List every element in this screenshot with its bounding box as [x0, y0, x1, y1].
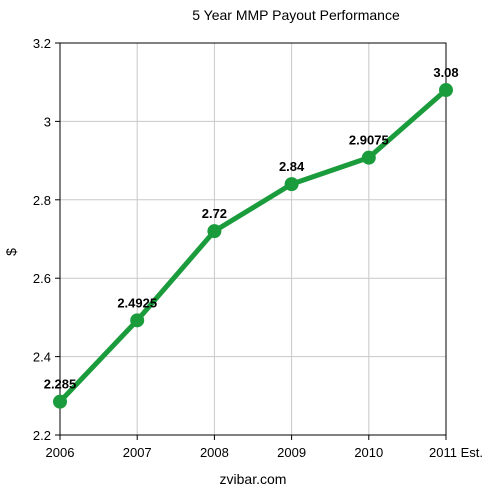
data-point	[361, 150, 376, 165]
y-tick-label: 2.6	[33, 271, 51, 286]
x-axis-ticks: 2006 2007 2008 2009 2010 2011 Est.	[46, 435, 483, 460]
data-label: 2.285	[44, 377, 77, 392]
y-tick-label: 2.8	[33, 193, 51, 208]
data-labels: 2.285 2.4925 2.72 2.84 2.9075 3.08	[44, 65, 459, 392]
x-tick-label: 2008	[200, 445, 229, 460]
chart-title: 5 Year MMP Payout Performance	[192, 7, 400, 23]
y-tick-label: 2.2	[33, 428, 51, 443]
y-axis-ticks: 2.2 2.4 2.6 2.8 3 3.2	[33, 36, 60, 443]
data-label: 2.9075	[349, 133, 389, 148]
data-label: 2.72	[202, 206, 227, 221]
data-label: 2.4925	[117, 295, 157, 310]
y-tick-label: 3.2	[33, 36, 51, 51]
data-label: 2.84	[279, 159, 305, 174]
data-point	[207, 224, 222, 239]
plot-frame	[59, 42, 447, 436]
x-axis-label: zvibar.com	[220, 471, 287, 487]
x-tick-label: 2011 Est.	[429, 445, 483, 460]
y-tick-label: 3	[44, 114, 51, 129]
data-point	[284, 177, 299, 192]
y-axis-label: $	[3, 248, 19, 256]
data-point	[130, 313, 145, 328]
x-tick-label: 2007	[123, 445, 152, 460]
x-tick-label: 2009	[277, 445, 306, 460]
x-tick-label: 2006	[46, 445, 75, 460]
data-label: 3.08	[433, 65, 458, 80]
y-tick-label: 2.4	[33, 350, 51, 365]
grid-lines	[59, 42, 447, 436]
data-point	[439, 83, 453, 98]
series-line	[53, 83, 453, 409]
data-point	[53, 394, 67, 409]
series-line-path	[57, 87, 449, 405]
x-tick-label: 2010	[354, 445, 383, 460]
